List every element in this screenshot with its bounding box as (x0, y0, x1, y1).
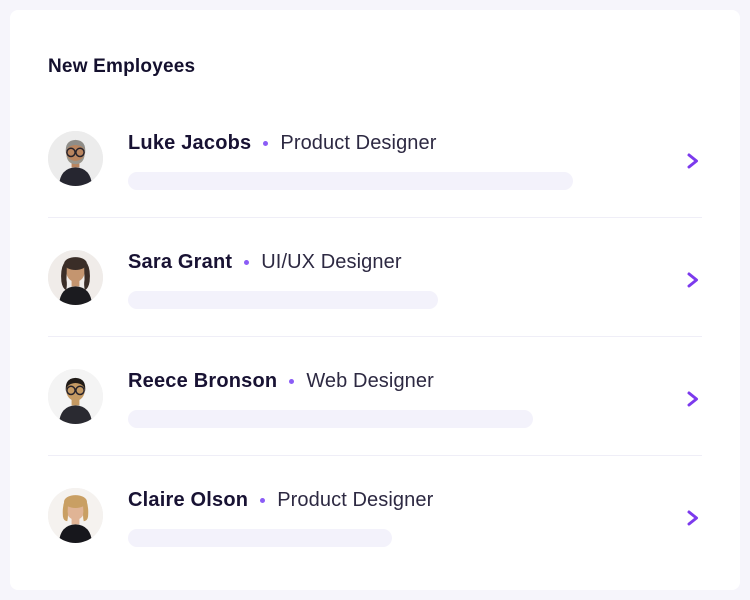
employee-role: Product Designer (277, 488, 434, 511)
avatar (48, 488, 103, 543)
progress-pill (128, 172, 573, 190)
employee-role: Product Designer (280, 131, 437, 154)
avatar (48, 250, 103, 305)
dot-separator-icon (260, 497, 266, 503)
employee-role: UI/UX Designer (261, 250, 402, 273)
employee-row[interactable]: Luke Jacobs Product Designer (48, 131, 702, 218)
name-line: Claire Olson Product Designer (128, 488, 671, 512)
row-chevron-button[interactable] (683, 388, 702, 410)
page-title: New Employees (48, 56, 196, 77)
employee-info: Luke Jacobs Product Designer (128, 131, 671, 190)
row-chevron-button[interactable] (683, 150, 702, 172)
progress-pill (128, 410, 533, 428)
employee-name: Reece Bronson (128, 369, 278, 392)
employee-row[interactable]: Reece Bronson Web Designer (48, 337, 702, 456)
name-line: Reece Bronson Web Designer (128, 369, 671, 393)
dot-separator-icon (263, 140, 269, 146)
row-chevron-button[interactable] (683, 507, 702, 529)
chevron-right-icon (687, 391, 698, 406)
employee-row[interactable]: Claire Olson Product Designer (48, 456, 702, 574)
employee-name: Luke Jacobs (128, 131, 252, 154)
dot-separator-icon (244, 259, 250, 265)
name-line: Luke Jacobs Product Designer (128, 131, 671, 155)
employee-name: Claire Olson (128, 488, 249, 511)
employee-info: Reece Bronson Web Designer (128, 369, 671, 428)
employee-info: Claire Olson Product Designer (128, 488, 671, 547)
progress-pill (128, 529, 392, 547)
progress-pill (128, 291, 438, 309)
name-line: Sara Grant UI/UX Designer (128, 250, 671, 274)
chevron-right-icon (687, 272, 698, 287)
employee-role: Web Designer (306, 369, 434, 392)
employees-card: New Employees Luke Jacobs Product Design… (10, 10, 740, 590)
chevron-right-icon (687, 510, 698, 525)
employee-name: Sara Grant (128, 250, 233, 273)
dot-separator-icon (289, 378, 295, 384)
avatar (48, 131, 103, 186)
row-chevron-button[interactable] (683, 269, 702, 291)
employee-list: Luke Jacobs Product Designer Sara Grant … (48, 131, 702, 574)
employee-row[interactable]: Sara Grant UI/UX Designer (48, 218, 702, 337)
chevron-right-icon (687, 153, 698, 168)
avatar (48, 369, 103, 424)
employee-info: Sara Grant UI/UX Designer (128, 250, 671, 309)
